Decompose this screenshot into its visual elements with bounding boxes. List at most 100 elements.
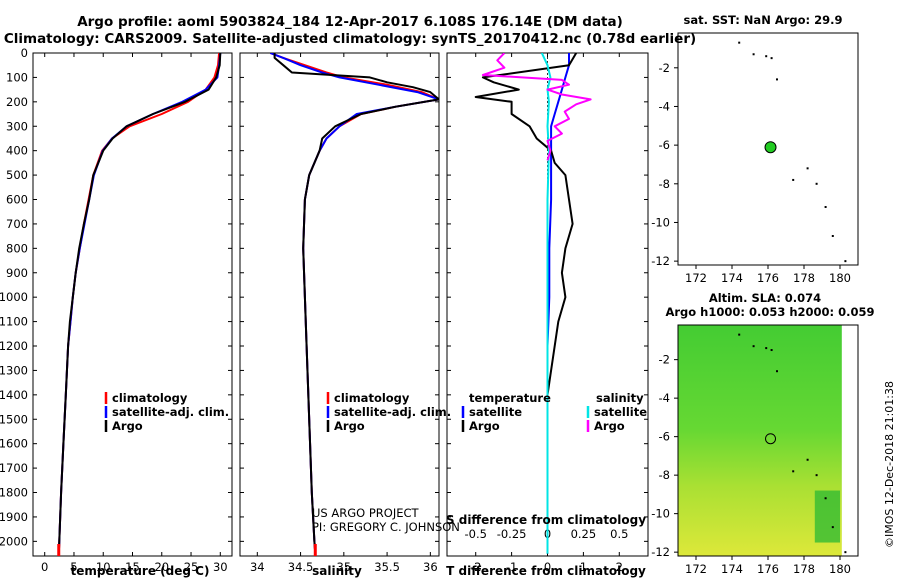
s-difference-xlabel: S difference from climatology xyxy=(446,513,646,527)
series-line xyxy=(481,53,592,161)
salinity-panel: 34 34.5 35 35.5 36 xyxy=(239,52,440,574)
island xyxy=(806,167,809,170)
island xyxy=(831,235,834,237)
island xyxy=(844,260,847,263)
salinity-legend: climatology satellite-adj. clim. Argo xyxy=(326,391,451,433)
legend-title-salinity: salinity xyxy=(596,391,644,405)
island xyxy=(824,497,827,500)
legend-title-temperature: temperature xyxy=(469,391,551,405)
profile-location-marker xyxy=(765,433,777,445)
island xyxy=(824,206,827,208)
x-tick-label: 2 xyxy=(616,560,623,574)
island xyxy=(770,349,773,352)
credit-line-1: US ARGO PROJECT xyxy=(312,506,420,520)
x-tick-label: 0 xyxy=(41,560,48,574)
map-y-tick-label: -2 xyxy=(659,353,670,367)
legend-label-t-argo: Argo xyxy=(469,419,500,433)
depth-tick-label: 1800 xyxy=(0,486,28,500)
x-tick-label: 30 xyxy=(213,560,228,574)
island xyxy=(738,41,741,44)
depth-tick-label: 1300 xyxy=(0,363,28,377)
legend-label-argo: Argo xyxy=(334,419,365,433)
map-y-tick-label: -10 xyxy=(651,215,670,229)
map-top: 172 174 176 178 180 -2 -4 -6 -8 -10 -12 xyxy=(651,32,859,285)
island xyxy=(752,345,755,348)
temperature-panel: 0 5 10 15 20 25 30 xyxy=(32,52,233,574)
island xyxy=(792,470,795,473)
x-tick-label: 15 xyxy=(125,560,140,574)
x-tick-label: 1 xyxy=(580,560,587,574)
island xyxy=(776,370,778,373)
header-line-2: Climatology: CARS2009. Satellite-adjuste… xyxy=(4,31,696,47)
depth-tick-label: 0 xyxy=(21,46,28,60)
map-x-tick-label: 180 xyxy=(829,562,851,576)
legend-label-satellite: satellite-adj. clim. xyxy=(334,405,451,419)
map-top-title: sat. SST: NaN Argo: 29.9 xyxy=(683,13,842,27)
credit-line-2: PI: GREGORY C. JOHNSON xyxy=(312,520,460,534)
x-tick-label: 36 xyxy=(423,560,438,574)
map-y-tick-label: -6 xyxy=(659,138,670,152)
depth-tick-label: 1400 xyxy=(0,388,28,402)
map-bottom: 172 174 176 178 180 -2 -4 -6 -8 -10 -12 xyxy=(651,324,859,576)
map-x-tick-label: 178 xyxy=(793,271,815,285)
series-line xyxy=(546,53,570,554)
island xyxy=(815,182,818,185)
x-tick-label: 20 xyxy=(154,560,169,574)
timestamp-stamp: ©IMOS 12-Dec-2018 21:01:38 xyxy=(883,381,896,548)
island xyxy=(770,57,773,60)
depth-tick-label: 1900 xyxy=(0,510,28,524)
map-y-tick-label: -4 xyxy=(659,99,670,113)
depth-tick-label: 200 xyxy=(6,95,28,109)
x-tick-label: 5 xyxy=(70,560,77,574)
depth-tick-label: 1000 xyxy=(0,290,28,304)
map-bottom-title-1: Altim. SLA: 0.074 xyxy=(709,291,821,305)
map-x-tick-label: 172 xyxy=(685,562,707,576)
series-line xyxy=(269,53,439,554)
island xyxy=(776,78,778,81)
x-tick-label: -1 xyxy=(506,560,517,574)
x-tick-label: 10 xyxy=(96,560,111,574)
depth-tick-label: 800 xyxy=(6,241,28,255)
depth-tick-label: 600 xyxy=(6,193,28,207)
map-x-tick-label: 174 xyxy=(721,562,743,576)
map-y-tick-label: -12 xyxy=(651,254,670,268)
x-tick-label: 0 xyxy=(544,560,551,574)
series-line xyxy=(57,53,222,554)
series-line xyxy=(57,53,221,554)
depth-tick-label: 300 xyxy=(6,119,28,133)
depth-tick-label: 1500 xyxy=(0,412,28,426)
depth-tick-label: 1600 xyxy=(0,437,28,451)
series-group xyxy=(474,53,592,554)
map-anomaly-patch xyxy=(814,490,840,543)
map-x-tick-label: 172 xyxy=(685,271,707,285)
legend-label-s-satellite: satellite xyxy=(594,405,647,419)
x-tick-label: 35 xyxy=(337,560,352,574)
map-x-tick-label: 176 xyxy=(757,562,779,576)
depth-tick-label: 500 xyxy=(6,168,28,182)
x-tick-label: 34 xyxy=(250,560,265,574)
island xyxy=(831,526,834,529)
legend-label-argo: Argo xyxy=(112,419,143,433)
profile-location-marker xyxy=(764,141,777,154)
map-y-tick-label: -2 xyxy=(659,61,670,75)
map-x-tick-label: 176 xyxy=(757,271,779,285)
island xyxy=(765,347,768,350)
t-difference-xlabel: T difference from climatology xyxy=(446,564,646,578)
legend-label-climatology: climatology xyxy=(112,391,188,405)
temperature-legend: climatology satellite-adj. clim. Argo xyxy=(104,391,229,433)
map-y-tick-label: -8 xyxy=(659,177,670,191)
x-tick-label: -2 xyxy=(470,560,481,574)
x-tick-label: 25 xyxy=(184,560,199,574)
map-x-tick-label: 180 xyxy=(829,271,851,285)
depth-tick-label: 1100 xyxy=(0,315,28,329)
series-line xyxy=(57,53,222,554)
series-line xyxy=(269,53,439,554)
depth-tick-label: 1200 xyxy=(0,339,28,353)
map-y-tick-label: -4 xyxy=(659,391,670,405)
x-tick-label: 34.5 xyxy=(288,560,314,574)
map-y-tick-label: -10 xyxy=(651,507,670,521)
island xyxy=(815,474,818,477)
legend-label-s-argo: Argo xyxy=(594,419,625,433)
island xyxy=(765,55,768,58)
